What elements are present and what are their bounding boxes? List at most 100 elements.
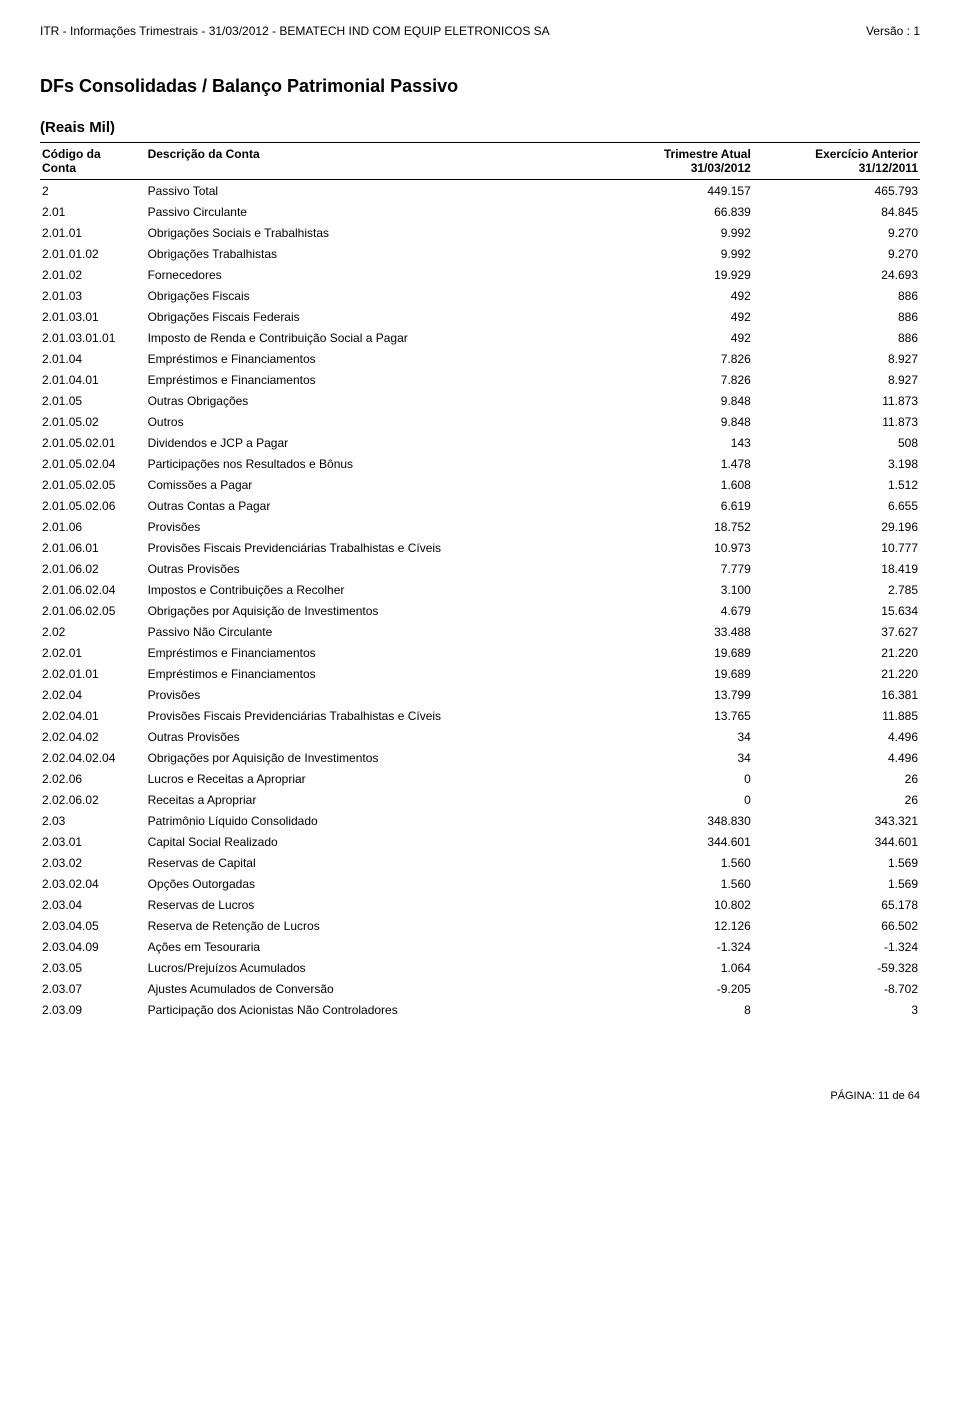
cell-atual: 1.478	[586, 453, 753, 474]
table-row: 2.01.02Fornecedores19.92924.693	[40, 264, 920, 285]
cell-desc: Provisões	[146, 684, 586, 705]
cell-desc: Dividendos e JCP a Pagar	[146, 432, 586, 453]
cell-anterior: -59.328	[753, 957, 920, 978]
cell-desc: Obrigações Sociais e Trabalhistas	[146, 222, 586, 243]
cell-atual: 344.601	[586, 831, 753, 852]
cell-anterior: 16.381	[753, 684, 920, 705]
table-row: 2.02.01.01Empréstimos e Financiamentos19…	[40, 663, 920, 684]
cell-desc: Empréstimos e Financiamentos	[146, 663, 586, 684]
cell-anterior: 10.777	[753, 537, 920, 558]
cell-anterior: 4.496	[753, 726, 920, 747]
cell-atual: 449.157	[586, 180, 753, 202]
cell-desc: Impostos e Contribuições a Recolher	[146, 579, 586, 600]
cell-code: 2.02.06.02	[40, 789, 146, 810]
table-row: 2.03.02Reservas de Capital1.5601.569	[40, 852, 920, 873]
table-row: 2.02.04Provisões13.79916.381	[40, 684, 920, 705]
cell-anterior: 343.321	[753, 810, 920, 831]
cell-code: 2.02.04.02	[40, 726, 146, 747]
cell-code: 2.03.04.09	[40, 936, 146, 957]
cell-code: 2.01.05.02	[40, 411, 146, 432]
table-row: 2.01.06.02.05Obrigações por Aquisição de…	[40, 600, 920, 621]
cell-code: 2.02.04	[40, 684, 146, 705]
cell-atual: 19.689	[586, 642, 753, 663]
cell-anterior: 9.270	[753, 222, 920, 243]
cell-anterior: 8.927	[753, 348, 920, 369]
cell-code: 2.03.04	[40, 894, 146, 915]
cell-anterior: -1.324	[753, 936, 920, 957]
cell-anterior: 1.512	[753, 474, 920, 495]
cell-desc: Obrigações por Aquisição de Investimento…	[146, 747, 586, 768]
cell-atual: 66.839	[586, 201, 753, 222]
cell-desc: Obrigações por Aquisição de Investimento…	[146, 600, 586, 621]
cell-atual: 34	[586, 747, 753, 768]
header-left: ITR - Informações Trimestrais - 31/03/20…	[40, 24, 550, 38]
cell-anterior: 508	[753, 432, 920, 453]
cell-code: 2.03	[40, 810, 146, 831]
cell-atual: 1.608	[586, 474, 753, 495]
cell-code: 2.02.04.02.04	[40, 747, 146, 768]
table-row: 2.03.01Capital Social Realizado344.60134…	[40, 831, 920, 852]
cell-atual: -9.205	[586, 978, 753, 999]
cell-atual: 0	[586, 789, 753, 810]
cell-atual: 10.973	[586, 537, 753, 558]
cell-anterior: 11.873	[753, 411, 920, 432]
cell-desc: Capital Social Realizado	[146, 831, 586, 852]
cell-anterior: 84.845	[753, 201, 920, 222]
cell-desc: Ações em Tesouraria	[146, 936, 586, 957]
cell-code: 2.01.04.01	[40, 369, 146, 390]
cell-anterior: 3	[753, 999, 920, 1020]
table-row: 2.01.03.01Obrigações Fiscais Federais492…	[40, 306, 920, 327]
cell-desc: Obrigações Fiscais	[146, 285, 586, 306]
cell-atual: 9.848	[586, 411, 753, 432]
table-row: 2.02.06.02Receitas a Apropriar026	[40, 789, 920, 810]
col-desc-header: Descrição da Conta	[146, 143, 586, 180]
cell-atual: 1.064	[586, 957, 753, 978]
cell-desc: Passivo Não Circulante	[146, 621, 586, 642]
cell-code: 2.01	[40, 201, 146, 222]
cell-atual: 8	[586, 999, 753, 1020]
cell-code: 2.02	[40, 621, 146, 642]
table-row: 2.01.05.02.06Outras Contas a Pagar6.6196…	[40, 495, 920, 516]
cell-desc: Patrimônio Líquido Consolidado	[146, 810, 586, 831]
cell-code: 2.01.06.02	[40, 558, 146, 579]
table-row: 2.02.04.02Outras Provisões344.496	[40, 726, 920, 747]
cell-desc: Fornecedores	[146, 264, 586, 285]
table-row: 2.01.05.02.04Participações nos Resultado…	[40, 453, 920, 474]
cell-code: 2.01.03.01	[40, 306, 146, 327]
cell-desc: Outros	[146, 411, 586, 432]
cell-atual: 7.779	[586, 558, 753, 579]
table-row: 2.01.05Outras Obrigações9.84811.873	[40, 390, 920, 411]
table-row: 2.03.07Ajustes Acumulados de Conversão-9…	[40, 978, 920, 999]
cell-code: 2.03.05	[40, 957, 146, 978]
cell-code: 2.02.06	[40, 768, 146, 789]
cell-atual: 13.765	[586, 705, 753, 726]
cell-anterior: -8.702	[753, 978, 920, 999]
cell-desc: Imposto de Renda e Contribuição Social a…	[146, 327, 586, 348]
table-row: 2.01.01Obrigações Sociais e Trabalhistas…	[40, 222, 920, 243]
cell-desc: Outras Provisões	[146, 726, 586, 747]
cell-desc: Outras Contas a Pagar	[146, 495, 586, 516]
cell-code: 2.03.02	[40, 852, 146, 873]
cell-desc: Outras Provisões	[146, 558, 586, 579]
table-row: 2.02.01Empréstimos e Financiamentos19.68…	[40, 642, 920, 663]
cell-anterior: 24.693	[753, 264, 920, 285]
cell-atual: 1.560	[586, 873, 753, 894]
table-row: 2.01.06Provisões18.75229.196	[40, 516, 920, 537]
cell-anterior: 886	[753, 327, 920, 348]
cell-code: 2.03.04.05	[40, 915, 146, 936]
cell-desc: Participações nos Resultados e Bônus	[146, 453, 586, 474]
cell-atual: 12.126	[586, 915, 753, 936]
cell-anterior: 1.569	[753, 873, 920, 894]
cell-anterior: 11.873	[753, 390, 920, 411]
cell-anterior: 65.178	[753, 894, 920, 915]
cell-atual: 3.100	[586, 579, 753, 600]
cell-atual: 7.826	[586, 369, 753, 390]
cell-desc: Passivo Total	[146, 180, 586, 202]
cell-desc: Obrigações Fiscais Federais	[146, 306, 586, 327]
col-anterior-header: Exercício Anterior 31/12/2011	[753, 143, 920, 180]
cell-code: 2.01.06.02.05	[40, 600, 146, 621]
cell-code: 2.03.02.04	[40, 873, 146, 894]
cell-anterior: 465.793	[753, 180, 920, 202]
cell-code: 2.01.01.02	[40, 243, 146, 264]
cell-atual: 492	[586, 285, 753, 306]
